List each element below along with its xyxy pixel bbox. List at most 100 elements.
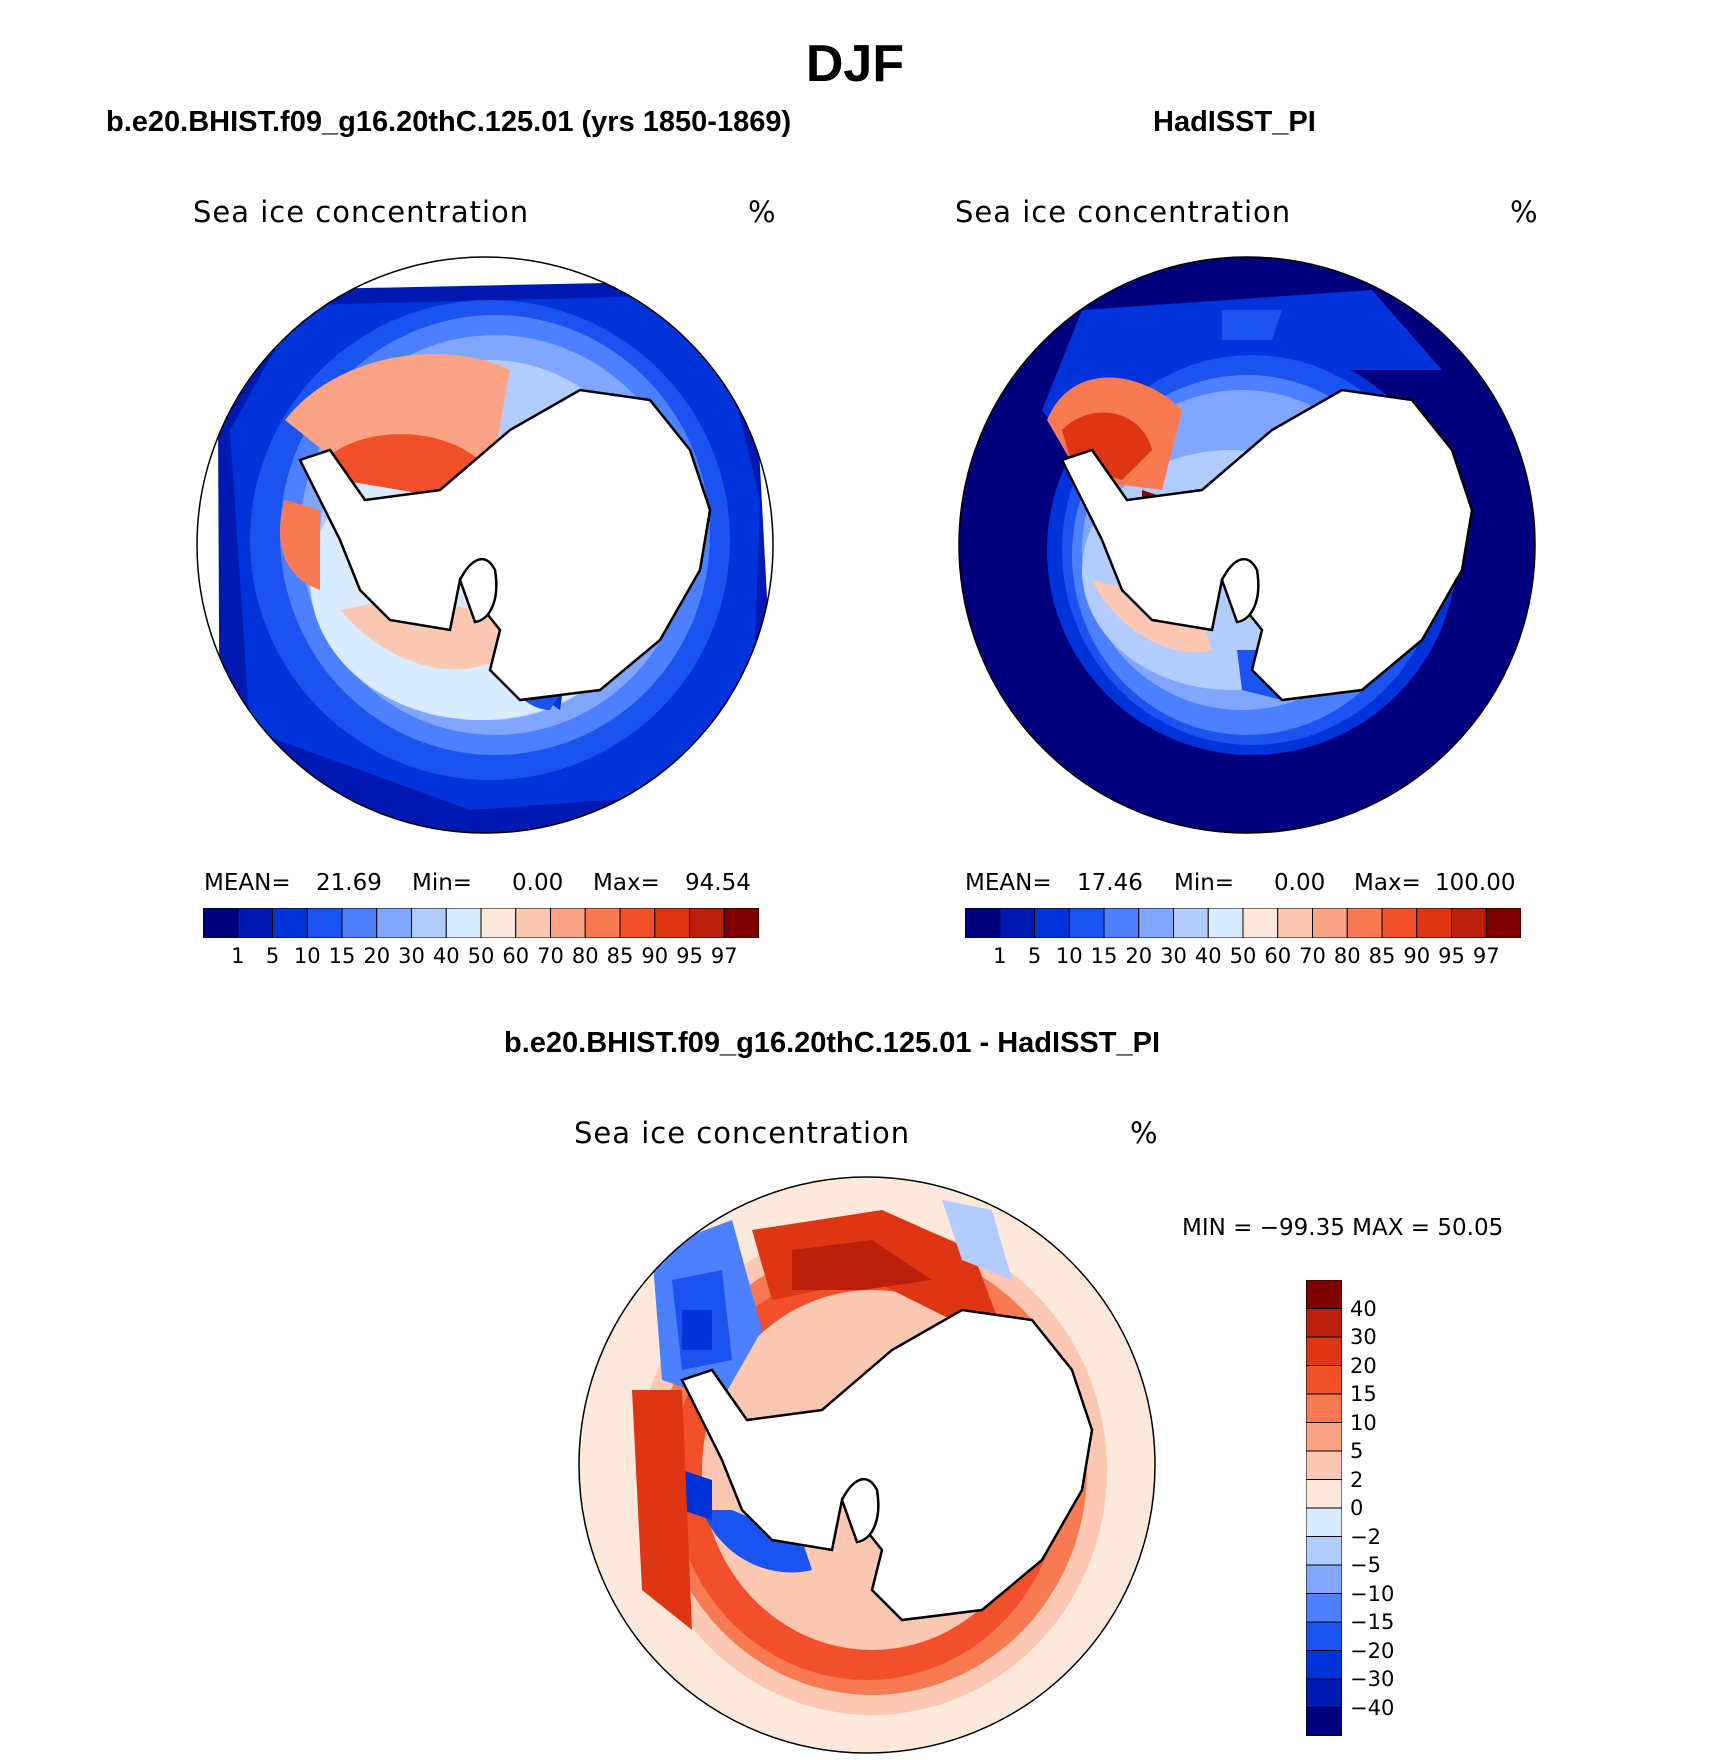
colorbar-tick-label: 97 [1472, 944, 1500, 968]
colorbar-tick-label: 80 [1333, 944, 1361, 968]
model-colorbar-ticks: 1 5 10 15 20 30 40 50 60 70 80 85 90 95 97 [203, 944, 759, 970]
diff-sea-ice-field [579, 1177, 1155, 1753]
model-polar-map [196, 256, 774, 834]
colorbar-tick-label: 60 [502, 944, 530, 968]
colorbar-swatch [550, 908, 586, 938]
colorbar-tick-label: 95 [1438, 944, 1465, 968]
colorbar-swatch [1242, 908, 1279, 938]
colorbar-swatch [1306, 1507, 1342, 1537]
diff-min-max-label: MIN = −99.35 MAX = 50.05 [1182, 1215, 1504, 1241]
model-colorbar [203, 908, 759, 938]
colorbar-swatch [272, 908, 308, 938]
colorbar-tick-label: 40 [432, 944, 460, 968]
colorbar-tick-label: 15 [328, 944, 356, 968]
colorbar-swatch [1346, 908, 1383, 938]
colorbar-tick-label: 90 [1403, 944, 1431, 968]
obs-colorbar-ticks: 1 5 10 15 20 30 40 50 60 70 80 85 90 95 97 [965, 944, 1521, 970]
colorbar-tick-label: 90 [641, 944, 669, 968]
diff-polar-map [578, 1176, 1156, 1754]
colorbar-swatch [999, 908, 1035, 938]
model-units-label: % [748, 195, 777, 229]
obs-variable-label: Sea ice concentration [955, 195, 1292, 229]
colorbar-tick-label: 1 [993, 944, 1007, 968]
diff-colorbar-ticks: −40 −30 −20 −15 −10 −5 −2 0 2 5 10 15 20 30 40 [1350, 1280, 1430, 1736]
colorbar-tick-label: 10 [1350, 1410, 1377, 1435]
colorbar-swatch [411, 908, 447, 938]
model-max-value: 94.54 [685, 870, 751, 896]
colorbar-swatch [1306, 1280, 1342, 1309]
colorbar-tick-label: −30 [1350, 1667, 1395, 1691]
colorbar-tick-label: 85 [1368, 944, 1396, 968]
colorbar-tick-label: 70 [1299, 944, 1326, 968]
colorbar-tick-label: 30 [1350, 1325, 1377, 1349]
model-mean-value: 21.69 [316, 870, 382, 896]
colorbar-swatch [237, 908, 273, 938]
colorbar-swatch [1416, 908, 1452, 938]
obs-colorbar [965, 908, 1521, 938]
colorbar-tick-label: 97 [710, 944, 738, 968]
colorbar-swatch [1306, 1678, 1342, 1708]
colorbar-swatch [1277, 908, 1313, 938]
colorbar-tick-label: 80 [571, 944, 599, 968]
colorbar-tick-label: −15 [1350, 1610, 1395, 1634]
colorbar-swatch [1306, 1336, 1342, 1366]
colorbar-swatch [1306, 1650, 1342, 1680]
colorbar-swatch [1068, 908, 1105, 938]
colorbar-swatch [1306, 1621, 1342, 1651]
colorbar-swatch [376, 908, 412, 938]
colorbar-tick-label: 0 [1350, 1496, 1364, 1520]
colorbar-swatch [1306, 1536, 1342, 1566]
colorbar-swatch [1381, 908, 1418, 938]
colorbar-swatch [584, 908, 621, 938]
colorbar-tick-label: 15 [1350, 1382, 1377, 1406]
obs-polar-map [958, 256, 1536, 834]
colorbar-swatch [1485, 908, 1521, 938]
diff-variable-label: Sea ice concentration [574, 1116, 911, 1150]
colorbar-tick-label: 10 [1055, 944, 1083, 968]
colorbar-swatch [1306, 1450, 1342, 1480]
colorbar-swatch [1306, 1393, 1342, 1423]
obs-max-value: 100.00 [1435, 870, 1516, 896]
diff-colorbar [1306, 1280, 1342, 1736]
colorbar-tick-label: −2 [1350, 1524, 1381, 1549]
colorbar-swatch [515, 908, 551, 938]
colorbar-swatch [1306, 1365, 1342, 1395]
colorbar-swatch [1103, 908, 1140, 938]
obs-units-label: % [1510, 195, 1539, 229]
model-min-value: 0.00 [512, 870, 564, 896]
colorbar-tick-label: 15 [1090, 944, 1118, 968]
colorbar-swatch [1306, 1422, 1342, 1452]
colorbar-tick-label: 85 [606, 944, 634, 968]
colorbar-swatch [1306, 1479, 1342, 1509]
model-max-label: Max= [593, 870, 660, 896]
colorbar-tick-label: 40 [1350, 1296, 1377, 1321]
colorbar-swatch [480, 908, 517, 938]
colorbar-swatch [723, 908, 759, 938]
colorbar-tick-label: 2 [1350, 1467, 1364, 1492]
colorbar-swatch [654, 908, 690, 938]
colorbar-swatch [1451, 908, 1487, 938]
colorbar-tick-label: 60 [1264, 944, 1292, 968]
figure-title: DJF [805, 35, 905, 93]
colorbar-swatch [1306, 1593, 1342, 1623]
colorbar-tick-label: 50 [467, 944, 495, 968]
diff-units-label: % [1130, 1116, 1159, 1150]
obs-case-title: HadISST_PI [1153, 106, 1316, 138]
obs-sea-ice-field [959, 257, 1535, 833]
model-mean-label: MEAN= [204, 870, 291, 896]
colorbar-tick-label: 20 [1125, 944, 1153, 968]
obs-mean-value: 17.46 [1077, 870, 1143, 896]
colorbar-swatch [965, 908, 1001, 938]
colorbar-swatch [1173, 908, 1209, 938]
colorbar-swatch [1034, 908, 1070, 938]
colorbar-swatch [1207, 908, 1244, 938]
model-variable-label: Sea ice concentration [193, 195, 530, 229]
colorbar-swatch [689, 908, 725, 938]
obs-min-label: Min= [1174, 870, 1235, 896]
colorbar-tick-label: 5 [1027, 944, 1042, 968]
colorbar-swatch [1138, 908, 1174, 938]
model-min-label: Min= [412, 870, 473, 896]
colorbar-tick-label: −40 [1350, 1695, 1395, 1720]
obs-mean-label: MEAN= [965, 870, 1052, 896]
colorbar-swatch [1306, 1707, 1342, 1736]
